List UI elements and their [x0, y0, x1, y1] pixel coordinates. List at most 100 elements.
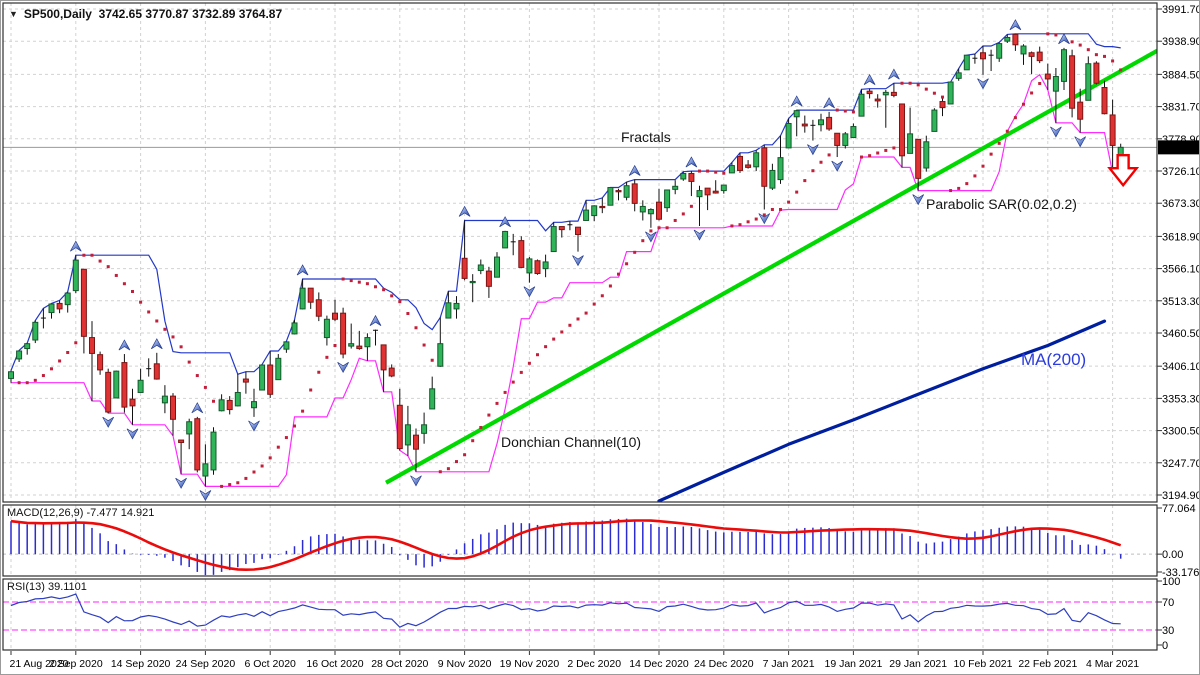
candle	[801, 123, 808, 127]
candle	[931, 109, 938, 132]
candle	[48, 303, 55, 314]
svg-text:3618.90: 3618.90	[1162, 231, 1199, 243]
candle	[688, 173, 695, 182]
candle	[485, 270, 492, 287]
fractal-up-arrow-icon	[863, 73, 876, 86]
candle	[899, 103, 905, 157]
candle	[24, 343, 31, 350]
candle	[826, 116, 833, 130]
fractal-up-arrow-icon	[499, 216, 511, 228]
fractal-down-arrow-icon	[831, 160, 844, 172]
candle	[915, 138, 922, 179]
annotation-donchian-channel-10-: Donchian Channel(10)	[501, 434, 642, 450]
candle	[502, 230, 509, 249]
candle	[680, 173, 687, 180]
candle	[793, 110, 800, 118]
candle	[234, 391, 241, 407]
candle	[907, 133, 914, 154]
candle	[186, 421, 193, 435]
rsi-indicator-label: RSI(13) 39.1101	[7, 581, 87, 593]
parabolic-sar-dots	[17, 32, 1123, 488]
candle	[332, 312, 338, 320]
candle	[429, 388, 436, 410]
donchian-lower-line	[11, 73, 1121, 487]
candle	[712, 190, 719, 194]
chart-title: ▼ SP500,Daily 3742.65 3770.87 3732.89 376…	[9, 7, 282, 21]
candle	[866, 90, 873, 95]
svg-text:3247.70: 3247.70	[1162, 458, 1199, 470]
candle	[291, 322, 298, 335]
svg-text:2 Sep 2020: 2 Sep 2020	[49, 658, 103, 670]
svg-text:3513.30: 3513.30	[1162, 296, 1199, 308]
fractal-up-arrow-icon	[823, 97, 835, 109]
candle	[72, 259, 79, 292]
candle	[477, 264, 484, 271]
fractal-down-arrow-icon	[758, 213, 771, 225]
panel-borders	[2, 2, 1158, 651]
candle	[1028, 52, 1035, 57]
candle	[16, 350, 23, 360]
svg-text:24 Sep 2020: 24 Sep 2020	[176, 658, 236, 670]
candle	[64, 292, 71, 306]
svg-text:22 Feb 2021: 22 Feb 2021	[1018, 658, 1077, 670]
svg-text:9 Nov 2020: 9 Nov 2020	[438, 658, 492, 670]
candle	[664, 189, 671, 209]
macd-signal-line	[10, 519, 1122, 571]
candle	[461, 257, 468, 279]
candle	[963, 54, 970, 71]
candle	[105, 371, 112, 413]
ohlc-values: 3742.65 3770.87 3732.89 3764.87	[98, 7, 283, 21]
fractal-down-arrow-icon	[693, 229, 706, 241]
candle	[947, 81, 954, 105]
fractal-down-arrow-icon	[1050, 126, 1062, 138]
collapse-triangle-icon[interactable]: ▼	[9, 9, 18, 19]
fractal-up-arrow-icon	[790, 95, 803, 107]
svg-text:3764.87: 3764.87	[1161, 142, 1199, 154]
fractal-down-arrow-icon	[977, 78, 989, 90]
candle	[315, 299, 322, 317]
candle	[834, 132, 841, 146]
fractal-down-arrow-icon	[1074, 136, 1087, 148]
candle	[753, 152, 760, 168]
candle	[583, 209, 590, 221]
candle	[737, 155, 743, 171]
fractal-up-arrow-icon	[628, 164, 641, 176]
fractal-down-arrow-icon	[523, 286, 536, 298]
candle	[639, 205, 646, 213]
current-price-tag: 3764.87	[1158, 140, 1199, 155]
fractal-up-arrow-icon	[296, 264, 309, 276]
fractal-down-arrow-icon	[102, 416, 115, 428]
candle	[996, 43, 1003, 59]
svg-text:-33.176: -33.176	[1162, 567, 1199, 579]
candle	[1093, 62, 1100, 84]
candle	[307, 287, 314, 303]
candle	[607, 187, 614, 206]
fractal-up-arrow-icon	[150, 338, 163, 350]
candle	[1020, 45, 1027, 55]
candle	[842, 133, 849, 146]
svg-text:70: 70	[1162, 597, 1174, 609]
candle	[761, 147, 768, 187]
fractal-down-arrow-icon	[912, 194, 925, 206]
candle	[259, 364, 266, 391]
candle	[494, 256, 500, 278]
macd-indicator-label: MACD(12,26,9) -7.477 14.921	[7, 507, 155, 519]
svg-text:3460.50: 3460.50	[1162, 328, 1199, 340]
candle	[445, 302, 452, 319]
candle	[769, 169, 776, 189]
fractal-down-arrow-icon	[572, 255, 584, 267]
svg-text:3991.70: 3991.70	[1162, 4, 1199, 16]
candle	[623, 185, 630, 198]
candle	[647, 208, 654, 215]
candle	[599, 205, 606, 209]
candle	[80, 268, 87, 337]
candle	[226, 399, 233, 411]
svg-text:2 Dec 2020: 2 Dec 2020	[567, 658, 621, 670]
candle	[980, 52, 986, 60]
candle	[194, 418, 201, 471]
fractal-down-arrow-icon	[337, 362, 349, 374]
svg-text:0.00: 0.00	[1162, 549, 1183, 561]
